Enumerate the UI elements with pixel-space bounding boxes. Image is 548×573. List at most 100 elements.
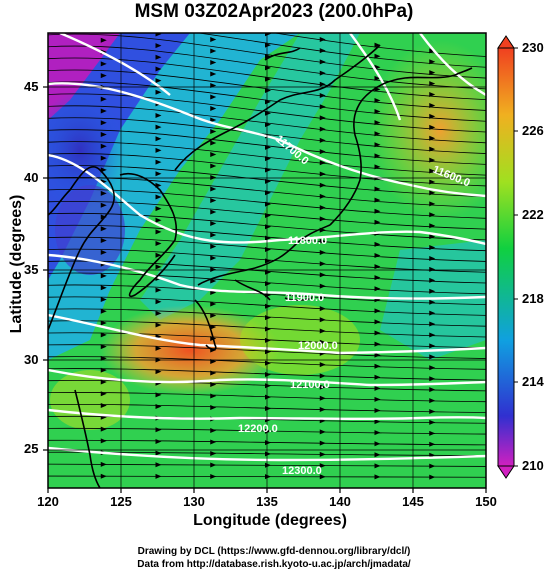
wind-arrowhead <box>100 379 107 385</box>
wind-arrowhead <box>429 81 436 87</box>
x-tick-label: 150 <box>475 494 497 509</box>
wind-arrowhead <box>429 59 436 65</box>
wind-arrowhead <box>265 88 271 94</box>
wind-arrowhead <box>374 330 381 336</box>
wind-arrowhead <box>210 186 217 192</box>
wind-arrowhead <box>429 135 436 141</box>
wind-arrowhead <box>100 226 107 232</box>
wind-arrowhead <box>429 332 436 338</box>
streamline <box>48 272 486 295</box>
wind-arrowhead <box>429 365 436 371</box>
wind-arrowhead <box>265 99 271 105</box>
wind-arrowhead <box>319 362 326 368</box>
wind-arrowhead <box>100 273 107 279</box>
wind-arrowhead <box>374 164 381 170</box>
wind-arrowhead <box>100 190 107 196</box>
streamline <box>48 236 486 262</box>
wind-arrowhead <box>429 234 436 240</box>
colorbar-label: 214 <box>522 374 544 389</box>
wind-arrowhead <box>429 419 436 425</box>
wind-arrowhead <box>155 136 162 142</box>
x-tick-label: 145 <box>402 494 424 509</box>
wind-arrowhead <box>265 383 271 389</box>
wind-arrowhead <box>155 369 162 375</box>
wind-arrowhead <box>155 171 162 177</box>
wind-arrowhead <box>374 430 381 436</box>
wind-arrowhead <box>429 70 436 76</box>
wind-arrowhead <box>265 349 271 355</box>
wind-arrowhead <box>210 48 217 54</box>
wind-arrowhead <box>429 124 436 130</box>
wind-arrowhead <box>374 252 381 258</box>
wind-arrowhead <box>155 147 162 153</box>
streamline <box>48 141 486 176</box>
wind-arrowhead <box>319 93 326 99</box>
wind-arrowhead <box>374 452 381 458</box>
streamline <box>48 117 486 154</box>
wind-arrowhead <box>265 462 271 468</box>
x-tick-label: 120 <box>37 494 59 509</box>
wind-arrowhead <box>155 206 162 212</box>
height-contours <box>48 33 486 462</box>
wind-arrowhead <box>155 299 162 305</box>
wind-arrowhead <box>374 319 381 325</box>
wind-arrowhead <box>374 352 381 358</box>
wind-arrowhead <box>265 394 271 400</box>
wind-arrowhead <box>155 287 162 293</box>
wind-arrowhead <box>210 244 217 250</box>
wind-arrowhead <box>100 473 107 479</box>
wind-arrowhead <box>101 14 107 19</box>
wind-arrowhead <box>210 26 216 31</box>
wind-arrowhead <box>319 205 326 211</box>
y-tick-label: 25 <box>24 441 39 456</box>
wind-arrowhead <box>319 429 326 435</box>
wind-arrowhead <box>210 474 217 480</box>
wind-arrowhead <box>100 61 107 67</box>
wind-arrowhead <box>319 463 326 469</box>
wind-arrowhead <box>155 345 162 351</box>
wind-arrowhead <box>265 178 271 184</box>
temperature-field: 11700.0 11600.0 11800.0 11900.0 12000.0 … <box>48 14 486 488</box>
colorbar-label: 218 <box>522 291 544 306</box>
wind-arrowhead <box>319 182 326 188</box>
wind-arrowhead <box>265 201 271 207</box>
streamline <box>196 33 486 68</box>
wind-arrowhead <box>155 462 162 468</box>
wind-arrowhead <box>265 451 271 457</box>
contour-label: 12200.0 <box>238 423 278 435</box>
wind-arrowhead <box>210 405 217 411</box>
wind-arrowhead <box>155 43 162 49</box>
wind-arrowhead <box>265 167 271 173</box>
wind-arrowhead <box>265 212 271 218</box>
wind-arrowhead <box>210 37 217 43</box>
wind-arrowhead <box>100 155 107 161</box>
wind-arrowhead <box>210 117 217 123</box>
wind-arrowhead <box>429 474 436 480</box>
wind-arrowhead <box>319 137 326 143</box>
wind-arrowhead <box>429 310 436 316</box>
streamline <box>48 69 486 111</box>
wind-arrowhead <box>155 33 162 37</box>
streamline <box>48 57 486 101</box>
colorbar-label: 210 <box>522 458 544 473</box>
wind-arrowhead <box>374 363 381 369</box>
x-tick-label: 125 <box>110 494 132 509</box>
wind-arrowhead <box>374 241 381 247</box>
wind-arrowhead <box>429 245 436 251</box>
wind-arrowhead <box>319 317 326 323</box>
y-tick-label: 35 <box>24 262 39 277</box>
wind-arrowhead <box>429 146 436 152</box>
wind-arrowhead <box>265 371 271 377</box>
x-tick-label: 140 <box>329 494 351 509</box>
wind-arrowhead <box>374 42 381 48</box>
wind-arrowhead <box>100 238 107 244</box>
wind-arrowhead <box>319 70 326 76</box>
wind-arrowhead <box>100 285 107 291</box>
wind-arrowhead <box>210 209 217 215</box>
wind-arrowhead <box>429 266 436 272</box>
wind-arrowhead <box>429 343 436 349</box>
wind-arrowhead <box>100 37 107 43</box>
streamline <box>272 33 486 57</box>
wind-arrowhead <box>210 198 217 204</box>
wind-arrowhead <box>100 461 107 467</box>
